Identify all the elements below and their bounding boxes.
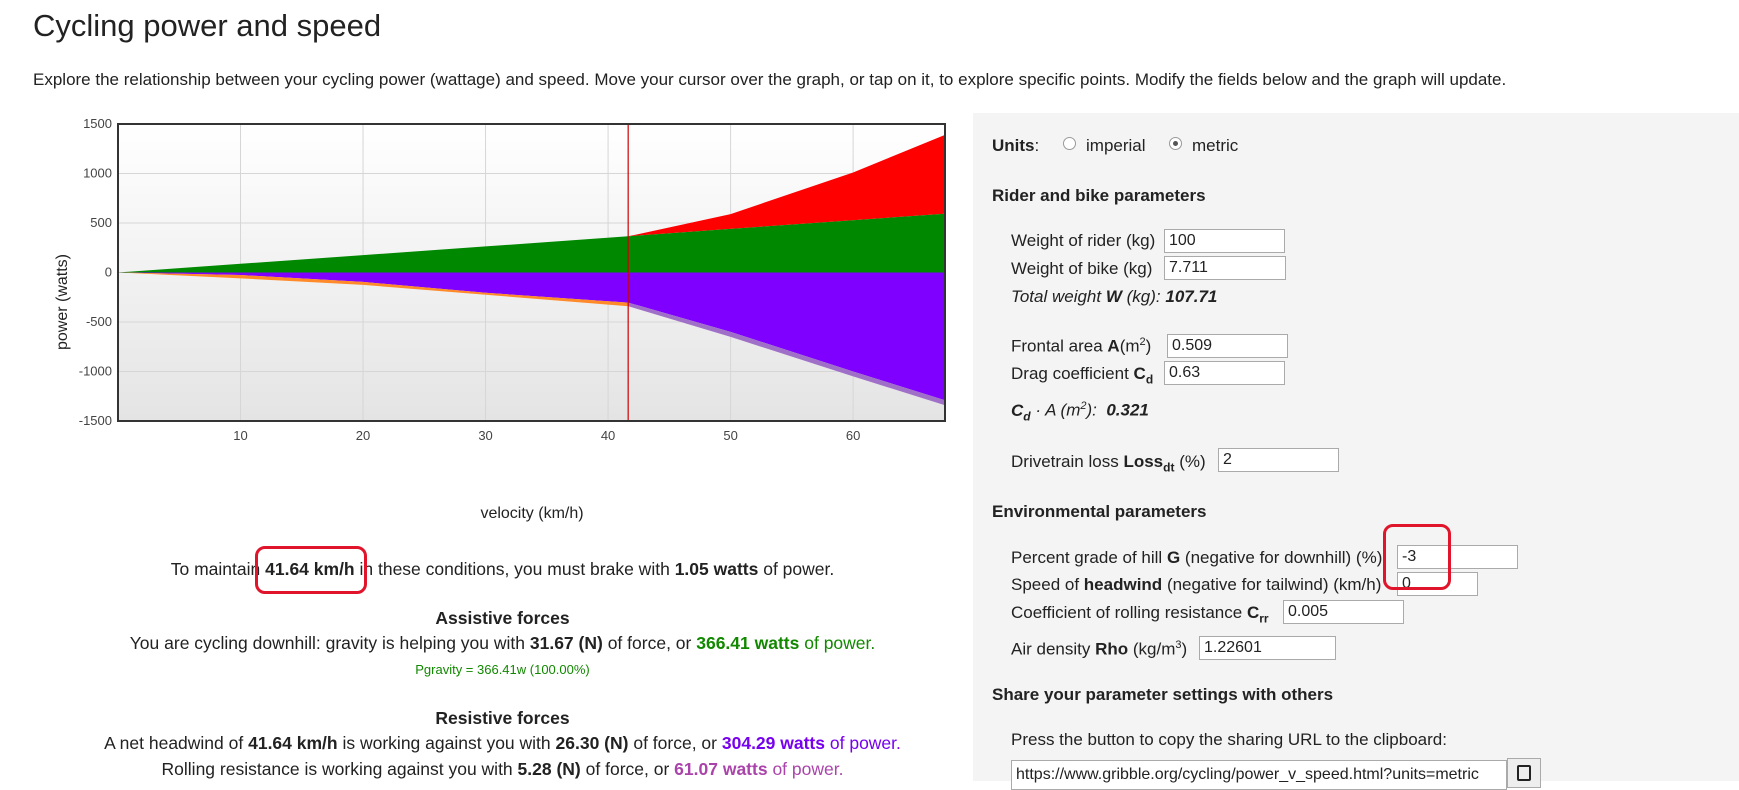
y-axis-label: power (watts) — [54, 254, 71, 350]
environmental-section-heading: Environmental parameters — [992, 502, 1207, 521]
series-area-4 — [628, 302, 945, 406]
result-speed: 41.64 km/h — [265, 559, 355, 579]
y-tick-label: 1000 — [83, 166, 112, 181]
x-tick-label: 50 — [723, 428, 737, 443]
page-title: Cycling power and speed — [33, 8, 382, 43]
result-watts: 1.05 watts — [674, 559, 759, 579]
parameters-panel — [973, 113, 1739, 781]
drivetrain-loss-input[interactable] — [1218, 448, 1339, 472]
units-imperial-label[interactable]: imperial — [1086, 136, 1146, 155]
x-tick-label: 20 — [356, 428, 370, 443]
x-tick-label: 60 — [846, 428, 860, 443]
share-section-heading: Share your parameter settings with other… — [992, 685, 1334, 704]
y-tick-label: 500 — [90, 215, 112, 230]
plot-border — [117, 123, 946, 422]
rolling-resistance-label: Coefficient of rolling resistance Crr — [1011, 603, 1269, 626]
x-tick-label: 30 — [478, 428, 492, 443]
gravity-formula: Pgravity = 366.41w (100.00%) — [415, 662, 590, 677]
units-imperial-radio[interactable] — [1063, 137, 1076, 150]
highlight-grade-box — [1383, 524, 1451, 590]
assistive-heading: Assistive forces — [435, 608, 570, 628]
frontal-area-input[interactable] — [1167, 334, 1288, 358]
air-density-label: Air density Rho (kg/m3) — [1011, 639, 1188, 659]
grade-input[interactable] — [1397, 545, 1518, 569]
share-instructions: Press the button to copy the sharing URL… — [1011, 730, 1447, 749]
assistive-line: You are cycling downhill: gravity is hel… — [129, 633, 876, 653]
x-axis-label: velocity (km/h) — [480, 505, 583, 522]
share-url-input[interactable] — [1011, 760, 1507, 790]
grade-label: Percent grade of hill G (negative for do… — [1011, 548, 1383, 567]
rider-weight-label: Weight of rider (kg) — [1011, 231, 1156, 250]
units-metric-label[interactable]: metric — [1192, 136, 1239, 155]
x-tick-label: 10 — [233, 428, 247, 443]
units-metric-radio[interactable] — [1169, 137, 1182, 150]
headwind-line: A net headwind of 41.64 km/h is working … — [104, 733, 901, 753]
headwind-label: Speed of headwind (negative for tailwind… — [1011, 575, 1382, 594]
copy-url-button[interactable] — [1507, 758, 1541, 788]
clipboard-icon — [1517, 765, 1531, 781]
result-line: To maintain 41.64 km/h in these conditio… — [170, 559, 835, 579]
highlight-speed-box — [255, 546, 367, 594]
drag-coefficient-input[interactable] — [1164, 361, 1285, 385]
air-density-input[interactable] — [1199, 636, 1336, 660]
intro-text: Explore the relationship between your cy… — [33, 70, 1507, 89]
total-weight: Total weight W (kg): 107.71 — [1011, 287, 1218, 306]
bike-weight-input[interactable] — [1164, 256, 1286, 280]
frontal-area-label: Frontal area A(m2) — [1011, 336, 1152, 356]
y-tick-label: -1000 — [79, 364, 112, 379]
resistive-heading: Resistive forces — [435, 708, 570, 728]
series-area-0 — [118, 134, 945, 273]
drivetrain-loss-label: Drivetrain loss Lossdt (%) — [1011, 452, 1206, 475]
y-tick-label: -1500 — [79, 413, 112, 428]
series-area-1 — [118, 213, 945, 273]
rolling-resistance-input[interactable] — [1283, 600, 1404, 624]
rolling-line: Rolling resistance is working against yo… — [161, 759, 844, 779]
bike-weight-label: Weight of bike (kg) — [1011, 259, 1153, 278]
y-tick-label: -500 — [86, 314, 112, 329]
headwind-input[interactable] — [1397, 572, 1478, 596]
y-tick-label: 1500 — [83, 116, 112, 131]
series-areas — [118, 134, 945, 406]
cda-value: Cd · A (m2): 0.321 — [1011, 400, 1149, 424]
rider-weight-input[interactable] — [1164, 229, 1285, 253]
x-ticks: 10 20 30 40 50 60 — [233, 428, 860, 443]
plot-frame — [117, 123, 946, 422]
rider-section-heading: Rider and bike parameters — [992, 186, 1206, 205]
drag-coefficient-label: Drag coefficient Cd — [1011, 364, 1154, 387]
y-tick-label: 0 — [105, 265, 112, 280]
x-tick-label: 40 — [601, 428, 615, 443]
y-ticks: 1500 1000 500 0 -500 -1000 -1500 — [79, 116, 112, 428]
units-label: Units: — [992, 136, 1040, 155]
series-area-2 — [118, 272, 945, 401]
